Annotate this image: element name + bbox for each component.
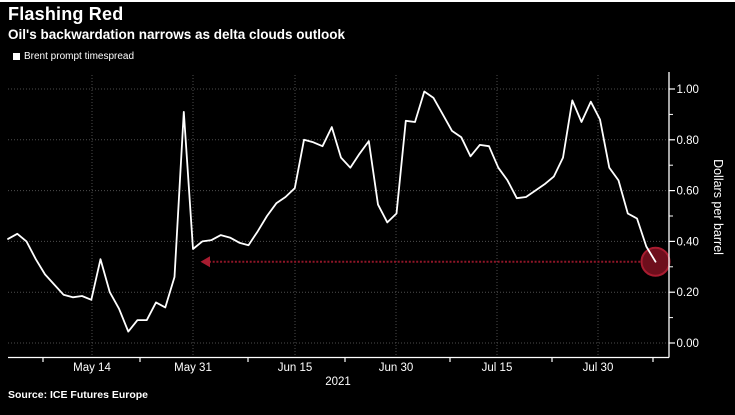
source-note: Source: ICE Futures Europe	[8, 389, 149, 401]
y-tick-label: 0.80	[677, 135, 699, 147]
x-axis-year-label: 2021	[325, 376, 351, 388]
legend-label: Brent prompt timespread	[24, 51, 135, 62]
x-tick-label: Jul 15	[482, 362, 513, 374]
y-tick-label: 0.60	[677, 186, 699, 198]
annotation-layer	[200, 246, 671, 277]
y-tick-label: 0.20	[677, 287, 699, 299]
gridlines-layer	[8, 75, 669, 358]
y-tick-label: 1.00	[677, 84, 699, 96]
x-tick-label: May 31	[174, 362, 212, 374]
x-axis-labels: May 14 May 31 Jun 15 Jun 30 Jul 15 Jul 30	[73, 362, 613, 374]
x-tick-label: Jun 30	[379, 362, 414, 374]
x-tick-label: Jun 15	[278, 362, 313, 374]
y-axis-title: Dollars per barrel	[711, 159, 725, 255]
legend: Brent prompt timespread	[13, 51, 134, 62]
y-axis-labels: 0.00 0.20 0.40 0.60 0.80 1.00	[677, 84, 699, 350]
y-tick-label: 0.00	[677, 338, 699, 350]
annotation-arrowhead-icon	[200, 256, 210, 268]
y-tick-label: 0.40	[677, 236, 699, 248]
series-line	[7, 90, 657, 333]
chart-subtitle: Oil's backwardation narrows as delta clo…	[8, 27, 346, 42]
axes-layer	[8, 72, 675, 362]
top-border-line	[0, 0, 735, 2]
legend-swatch-icon	[13, 53, 20, 60]
x-tick-label: May 14	[73, 362, 111, 374]
chart-title: Flashing Red	[8, 4, 124, 24]
x-tick-label: Jul 30	[583, 362, 614, 374]
